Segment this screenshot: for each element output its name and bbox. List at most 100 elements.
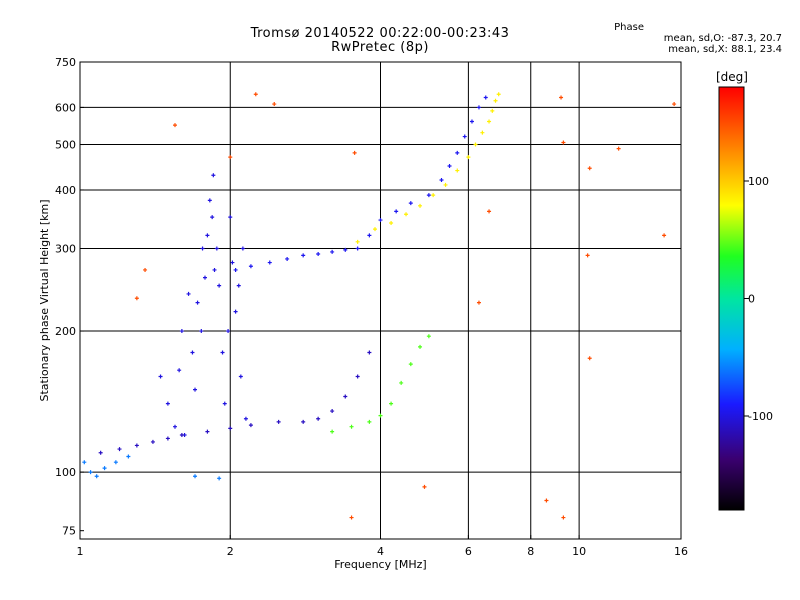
data-point [378,413,383,418]
data-point [248,423,253,428]
x-tick-label: 10 [572,545,586,558]
chart-subtitle: RwPretec (8p) [331,40,429,55]
data-point [177,368,182,373]
data-point [212,267,217,272]
data-point [389,221,394,226]
data-point [343,247,348,252]
data-point [195,300,200,305]
data-point [207,198,212,203]
data-point [193,474,198,479]
data-point [143,267,148,272]
data-point [490,108,495,113]
data-point [202,275,207,280]
data-point [662,233,667,238]
data-point [330,409,335,414]
data-point [349,515,354,520]
data-point [190,350,195,355]
data-point [330,429,335,434]
y-tick-label: 100 [55,466,76,479]
y-tick-label: 600 [55,101,76,114]
data-point [616,146,621,151]
data-point [165,401,170,406]
data-point [418,203,423,208]
y-tick-label: 200 [55,325,76,338]
data-point [230,260,235,265]
data-point [150,439,155,444]
data-point [217,476,222,481]
data-point [672,102,677,107]
data-point [418,344,423,349]
data-point [476,300,481,305]
x-axis-label: Frequency [MHz] [334,558,426,571]
data-point [238,374,243,379]
data-point [276,419,281,424]
data-point [439,178,444,183]
data-point [248,264,253,269]
x-tick-label: 8 [527,545,534,558]
data-point [172,123,177,128]
data-point [179,329,184,334]
data-point [473,142,478,147]
data-point [94,474,99,479]
data-point [236,283,241,288]
data-point [165,436,170,441]
data-point [476,105,481,110]
data-point [233,309,238,314]
data-point [134,443,139,448]
colorbar-tick-label: 100 [748,175,769,188]
data-point [378,218,383,223]
phase-stats-o-mode: mean, sd,O: -87.3, 20.7 [663,33,782,44]
data-point [496,92,501,97]
data-point [480,130,485,135]
colorbar-label: [deg] [716,70,748,84]
plot-frame [79,61,682,540]
data-point [561,515,566,520]
data-point [559,95,564,100]
x-tick-label: 16 [674,545,688,558]
data-point [426,334,431,339]
data-point [587,356,592,361]
y-tick-label: 400 [55,184,76,197]
data-point [585,253,590,258]
data-point [316,416,321,421]
phase-stats-x-mode: mean, sd,X: 88.1, 23.4 [668,44,782,55]
data-point [113,460,118,465]
data-point [355,374,360,379]
data-point [487,119,492,124]
data-point [228,426,233,431]
data-point [408,362,413,367]
data-point [186,291,191,296]
data-point [404,212,409,217]
x-tick-label: 4 [377,545,384,558]
data-point [172,424,177,429]
data-point [462,134,467,139]
data-point [301,253,306,258]
data-point [487,209,492,214]
data-point [134,296,139,301]
data-point [367,350,372,355]
y-tick-label: 500 [55,139,76,152]
data-point [228,215,233,220]
data-point [389,401,394,406]
data-point [367,233,372,238]
data-point [117,447,122,452]
data-point [102,466,107,471]
x-tick-label: 6 [465,545,472,558]
data-point [455,150,460,155]
data-point [240,246,245,251]
data-point [98,450,103,455]
data-point [544,498,549,503]
data-point [469,119,474,124]
data-point [199,329,204,334]
data-point [205,429,210,434]
data-point [220,350,225,355]
data-point [330,249,335,254]
data-point [267,260,272,265]
data-point [179,433,184,438]
data-point [301,419,306,424]
x-tick-label: 2 [227,545,234,558]
phase-stats-heading: Phase [614,22,644,33]
chart-title: Tromsø 20140522 00:22:00-00:23:43 [250,26,510,41]
data-point [355,239,360,244]
